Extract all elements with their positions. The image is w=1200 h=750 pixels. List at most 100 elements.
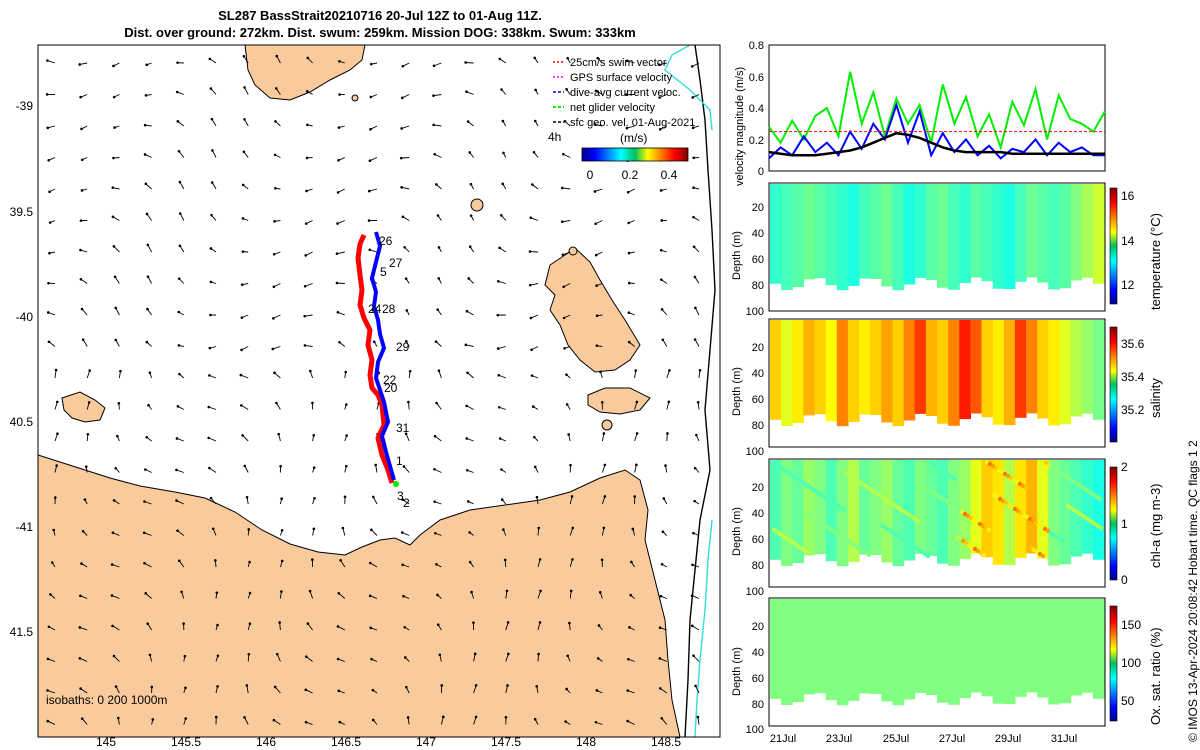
- oxygen-column: [870, 599, 882, 694]
- current-vector: [211, 118, 217, 127]
- current-vector-head: [180, 590, 183, 594]
- ytick: 100: [746, 446, 764, 458]
- current-vector-head: [111, 186, 115, 189]
- current-vector-head: [367, 219, 371, 222]
- current-vector-head: [436, 623, 440, 627]
- current-vector: [146, 213, 152, 221]
- current-vector: [212, 150, 217, 158]
- oxygen-column: [825, 599, 838, 701]
- current-vector-head: [474, 715, 478, 719]
- current-vector-head: [660, 716, 664, 720]
- salinity-column: [836, 320, 849, 427]
- current-vector-head: [47, 158, 51, 162]
- current-vector-head: [112, 245, 116, 248]
- velocity-lines: [768, 71, 1106, 160]
- current-vector-head: [240, 283, 244, 287]
- current-vector-head: [45, 93, 49, 96]
- ytick: 60: [752, 254, 764, 266]
- current-vector: [433, 62, 442, 67]
- chl-a-column: [814, 460, 827, 555]
- chl-a-column: [981, 460, 994, 558]
- temperature-column: [937, 184, 949, 288]
- oxygen-column: [1026, 599, 1038, 693]
- current-vector-head: [275, 401, 278, 405]
- current-vector-head: [404, 656, 407, 659]
- current-vector-head: [595, 344, 599, 347]
- current-vector-head: [339, 558, 342, 562]
- ytick: 80: [752, 699, 764, 711]
- current-vector-head: [216, 654, 220, 658]
- current-vector-head: [691, 126, 695, 130]
- current-vector-head: [627, 657, 630, 661]
- salinity-column: [1003, 320, 1016, 426]
- current-vector-head: [635, 463, 638, 467]
- current-vector-head: [280, 590, 283, 593]
- lat-tick: 39.5: [10, 205, 34, 219]
- current-vector-head: [401, 215, 405, 219]
- current-vector-head: [406, 716, 410, 719]
- chl-a-column: [1026, 460, 1038, 554]
- current-vector-head: [600, 558, 604, 562]
- current-vector-head: [143, 123, 147, 127]
- oxygen-column: [836, 599, 849, 706]
- current-vector-head: [464, 343, 468, 347]
- current-vector-head: [401, 64, 405, 68]
- current-vector-head: [143, 500, 146, 503]
- current-vector-head: [593, 123, 597, 126]
- cbar-label: Ox. sat. ratio (%): [1148, 627, 1163, 725]
- ytick: 40: [752, 508, 764, 520]
- ytick: 100: [746, 724, 764, 736]
- current-vector-head: [370, 657, 373, 661]
- land-tasmania: [38, 454, 681, 737]
- current-vector-head: [49, 593, 52, 596]
- current-vector-head: [469, 182, 473, 186]
- current-vector: [403, 466, 410, 473]
- current-vector: [440, 716, 444, 725]
- current-vector-head: [183, 654, 187, 658]
- salinity-column: [792, 320, 804, 424]
- current-vector-head: [208, 374, 211, 377]
- map-legend: 25cm/s swim vector GPS surface velocity …: [548, 57, 695, 182]
- current-vector: [178, 150, 185, 158]
- ytick: 80: [752, 420, 764, 432]
- map-panel: 26 27 5 24 28 29 22 20 31 1 3 2 145 145.…: [10, 44, 721, 749]
- map-colorbar: [581, 147, 689, 162]
- isobaths-label: isobaths: 0 200 1000m: [46, 693, 167, 707]
- current-vector: [244, 87, 249, 95]
- current-vector-head: [437, 277, 441, 280]
- current-vector-head: [209, 496, 213, 500]
- current-vector-head: [400, 96, 404, 100]
- current-vector-head: [441, 715, 445, 719]
- chla-sample: [1098, 525, 1104, 531]
- land-king-island: [61, 391, 106, 423]
- current-vector-head: [178, 372, 181, 376]
- current-vector-head: [273, 371, 276, 375]
- current-vector-head: [569, 589, 573, 593]
- current-vector: [498, 280, 506, 284]
- current-vector-head: [243, 86, 246, 89]
- current-vector-head: [602, 526, 606, 530]
- ytick: 0: [758, 166, 764, 178]
- current-vector: [465, 62, 474, 64]
- current-vector-head: [344, 403, 348, 406]
- current-vector-head: [311, 558, 314, 561]
- lon-tick: 146.5: [331, 735, 361, 749]
- current-vector-head: [216, 685, 219, 688]
- current-vector-head: [47, 625, 51, 629]
- ytick: 40: [752, 368, 764, 380]
- current-vector-head: [248, 560, 251, 564]
- current-vector-head: [241, 250, 245, 253]
- current-vector-head: [280, 497, 283, 500]
- current-vector-head: [529, 216, 533, 220]
- current-vector-head: [497, 373, 501, 377]
- current-vector-head: [46, 59, 49, 62]
- current-vector-head: [658, 96, 661, 99]
- current-vector-head: [46, 311, 50, 314]
- current-vector-head: [47, 340, 51, 344]
- current-vector: [276, 55, 281, 64]
- current-vector-head: [305, 156, 309, 160]
- current-vector-head: [144, 468, 147, 471]
- depth-label: Depth (m): [731, 647, 743, 696]
- ytick: 0.6: [749, 72, 764, 84]
- current-vector-head: [306, 123, 309, 127]
